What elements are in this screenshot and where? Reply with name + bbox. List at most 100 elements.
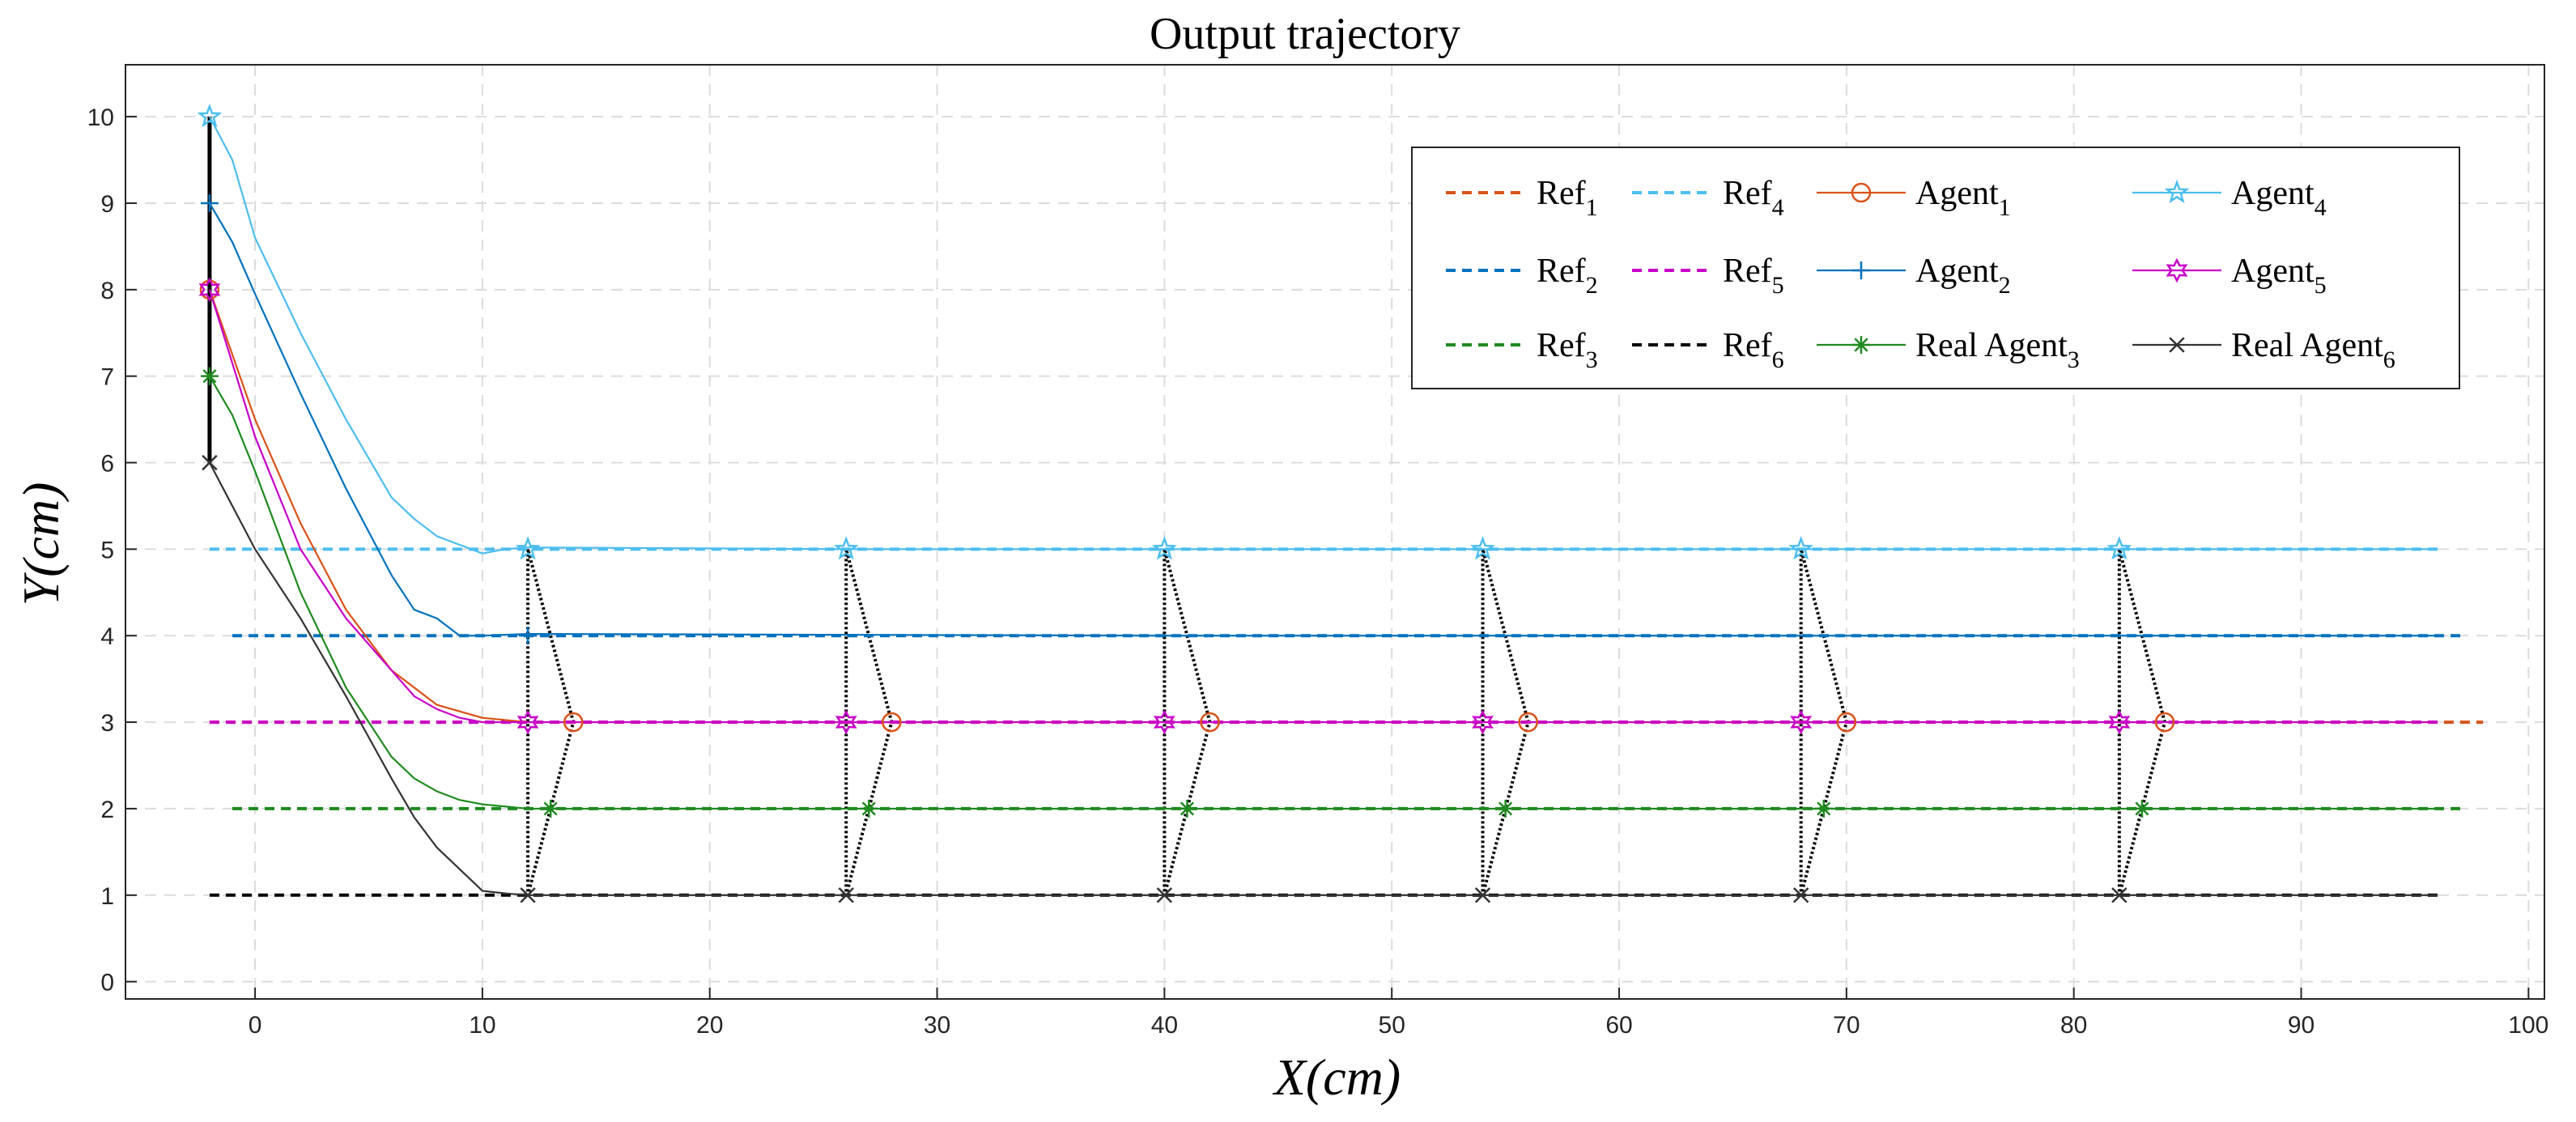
marker-circle [1836,712,1857,733]
marker-plus [519,627,538,645]
legend-box [1411,147,2460,389]
marker-hexagram [198,277,221,303]
series-line-agent4 [208,116,2438,555]
formation-shape [1163,548,1212,896]
y-tick-label: 6 [100,451,114,478]
series-line-agent5 [208,289,2438,724]
legend-label-ref4: Ref4 [1723,175,1784,221]
legend-label-ref6: Ref6 [1723,327,1784,373]
legend-label-subscript: 5 [2315,272,2327,299]
legend-label-agent3: Real Agent3 [1915,327,2080,373]
legend-label-subscript: 1 [1999,194,2011,221]
legend-label-subscript: 1 [1586,194,1598,221]
marker-asterisk [1814,799,1833,818]
marker-circle [1518,712,1538,733]
legend-label-agent2: Agent2 [1915,253,2011,299]
marker-hexagram [835,709,857,735]
y-tick-label: 9 [100,191,114,218]
series-line-agent6 [208,462,2438,896]
legend-label-subscript: 2 [1586,272,1598,299]
marker-cross [2111,887,2128,903]
legend-label-agent1: Agent1 [1915,175,2011,221]
y-tick-label: 7 [100,364,114,391]
marker-star [1470,536,1496,560]
x-tick-label: 70 [1833,1012,1860,1039]
marker-cross [1793,887,1809,903]
marker-cross [838,887,854,903]
x-tick-label: 50 [1379,1012,1405,1039]
x-tick-label: 10 [469,1012,495,1039]
marker-asterisk [1496,799,1515,818]
legend-label-subscript: 6 [1772,346,1784,373]
marker-circle [1851,182,1872,203]
legend-label-subscript: 3 [1586,346,1598,373]
marker-cross [1156,887,1173,903]
legend-label-name: Ref [1723,327,1772,364]
legend-label-agent4: Agent4 [2231,175,2327,221]
marker-plus [1852,261,1870,279]
marker-asterisk [2132,799,2151,818]
legend-label-subscript: 4 [2315,194,2327,221]
x-axis-label: X(cm) [1272,1048,1401,1106]
marker-star [2106,536,2132,560]
legend-label-name: Ref [1723,253,1772,290]
marker-cross [2169,337,2185,353]
legend-label-ref3: Ref3 [1537,327,1598,373]
x-tick-label: 40 [1151,1012,1178,1039]
y-tick-label: 10 [87,104,114,131]
legend-label-name: Ref [1537,253,1586,290]
y-tick-label: 2 [100,797,114,823]
marker-asterisk [542,799,560,818]
marker-asterisk [1178,799,1197,818]
marker-cross [202,454,218,471]
legend-label-subscript: 2 [1999,272,2011,299]
formation-lines [207,117,2167,896]
marker-cross [1474,887,1491,903]
series-markers [197,103,2175,903]
legend-label-name: Ref [1537,327,1586,364]
legend-label-name: Ref [1537,175,1586,212]
legend-label-name: Real Agent [1915,327,2068,364]
marker-circle [2154,712,2175,733]
legend-label-agent5: Agent5 [2231,253,2327,299]
x-tick-label: 0 [249,1012,262,1039]
y-tick-label: 1 [100,883,114,910]
x-axis-ticks: 0 10 20 30 40 50 60 70 80 90 100 [249,988,2548,1039]
marker-hexagram [2166,257,2188,283]
legend-label-name: Agent [1915,253,1999,290]
legend-label-ref2: Ref2 [1537,253,1598,299]
y-tick-label: 3 [100,710,114,737]
marker-star [1151,536,1177,560]
marker-hexagram [1790,709,1813,735]
marker-hexagram [1472,709,1494,735]
marker-circle [882,712,902,733]
y-axis-label: Y(cm) [12,482,70,606]
legend-label-name: Real Agent [2231,327,2383,364]
marker-asterisk [860,799,878,818]
series-line-agent2 [208,202,2438,637]
x-tick-label: 100 [2508,1012,2548,1039]
legend-label-name: Agent [2231,175,2315,212]
x-tick-label: 60 [1605,1012,1632,1039]
legend-label-subscript: 3 [2068,346,2080,373]
formation-shape [1481,548,1530,896]
chart-title: Output trajectory [1150,9,1460,59]
y-tick-label: 5 [100,537,114,563]
x-tick-label: 90 [2288,1012,2315,1039]
plot-frame [125,64,2545,1000]
marker-star [2164,179,2190,204]
formation-shape [1799,548,1848,896]
y-axis-ticks: 0 1 2 3 4 5 6 7 8 9 10 [87,104,137,997]
marker-star [197,103,223,128]
x-tick-label: 80 [2060,1012,2087,1039]
y-tick-label: 4 [100,623,114,650]
marker-cross [520,887,536,903]
marker-hexagram [1153,709,1175,735]
series-line-agent3 [208,376,2438,810]
marker-hexagram [516,709,539,735]
marker-circle [1200,712,1220,733]
legend-label-ref1: Ref1 [1537,175,1598,221]
y-tick-label: 8 [100,278,114,304]
legend-label-name: Agent [1915,175,1999,212]
